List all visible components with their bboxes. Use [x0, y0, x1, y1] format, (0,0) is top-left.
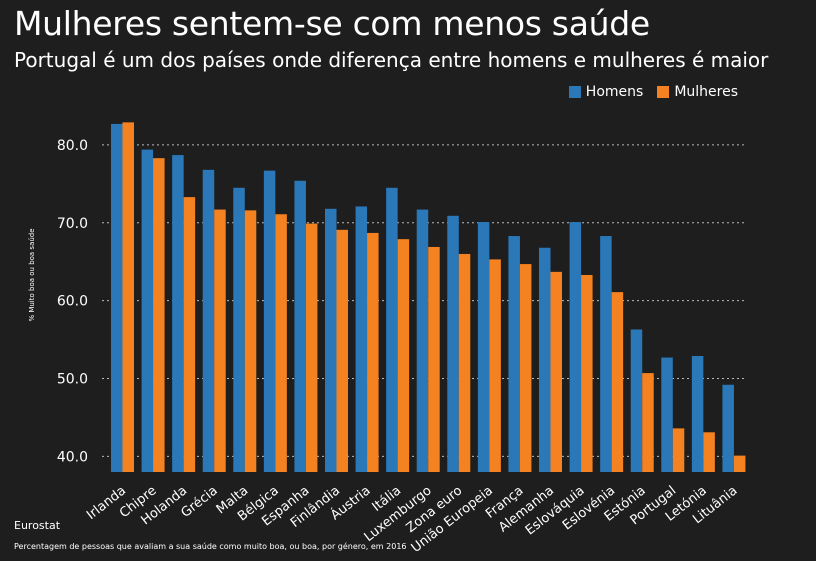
bar-homens-12: [477, 222, 490, 472]
bar-mulheres-7: [336, 229, 348, 472]
bar-mulheres-2: [183, 197, 196, 472]
bar-homens-19: [691, 355, 704, 472]
bar-homens-8: [355, 206, 368, 472]
bar-mulheres-12: [489, 259, 501, 472]
bar-mulheres-0: [122, 122, 134, 472]
y-tick-label: 50.0: [57, 372, 88, 388]
bar-mulheres-14: [550, 271, 562, 472]
bar-homens-0: [111, 123, 123, 472]
bar-mulheres-4: [244, 210, 257, 472]
legend-swatch-homens: [568, 86, 581, 98]
bar-homens-4: [233, 187, 245, 472]
bar-mulheres-17: [642, 373, 654, 472]
bar-mulheres-5: [275, 214, 287, 472]
y-tick-label: 60.0: [57, 294, 88, 310]
bar-homens-5: [263, 170, 276, 473]
bar-homens-13: [508, 236, 520, 472]
bar-mulheres-15: [581, 274, 593, 472]
bar-mulheres-10: [428, 246, 440, 472]
legend-label-mulheres: Mulheres: [674, 84, 738, 100]
bar-homens-2: [172, 155, 184, 472]
bar-mulheres-1: [153, 158, 165, 472]
bar-homens-17: [630, 329, 643, 472]
bar-homens-1: [141, 149, 154, 472]
bar-homens-20: [722, 384, 734, 472]
bar-homens-11: [447, 215, 459, 473]
page-subtitle: Portugal é um dos países onde diferença …: [14, 48, 769, 72]
bar-mulheres-19: [703, 432, 715, 472]
bar-homens-16: [600, 236, 612, 472]
page-title: Mulheres sentem-se com menos saúde: [14, 4, 650, 43]
bar-homens-7: [325, 208, 337, 472]
bar-mulheres-16: [611, 292, 624, 472]
y-tick-label: 80.0: [57, 138, 88, 154]
legend-label-homens: Homens: [585, 84, 644, 100]
bar-mulheres-9: [397, 239, 410, 472]
bar-mulheres-6: [305, 223, 318, 472]
bar-mulheres-18: [672, 428, 685, 472]
bar-homens-9: [386, 187, 398, 472]
y-axis-ticks: 40.0 50.0 60.0 70.0 80.0: [57, 138, 88, 465]
bar-mulheres-20: [733, 455, 746, 472]
bar-homens-10: [416, 209, 429, 473]
bar-homens-6: [294, 180, 306, 472]
bar-homens-14: [539, 247, 551, 472]
bars: [111, 122, 746, 473]
bar-mulheres-13: [519, 264, 532, 472]
bar-mulheres-8: [367, 232, 379, 472]
legend: Homens Mulheres: [568, 84, 738, 100]
bar-mulheres-3: [214, 209, 226, 473]
legend-item-homens: Homens: [568, 84, 644, 100]
bar-homens-3: [202, 169, 215, 472]
y-tick-label: 70.0: [57, 216, 88, 232]
bar-mulheres-11: [458, 253, 471, 472]
footnote: Percentagem de pessoas que avaliam a sua…: [14, 542, 407, 551]
source-label: Eurostat: [14, 519, 61, 532]
y-axis-label: % Muito boa ou boa saúde: [28, 228, 36, 321]
legend-swatch-mulheres: [657, 86, 670, 98]
bar-homens-18: [661, 357, 673, 472]
bar-homens-15: [569, 222, 582, 472]
legend-item-mulheres: Mulheres: [657, 84, 738, 100]
y-tick-label: 40.0: [57, 449, 88, 465]
